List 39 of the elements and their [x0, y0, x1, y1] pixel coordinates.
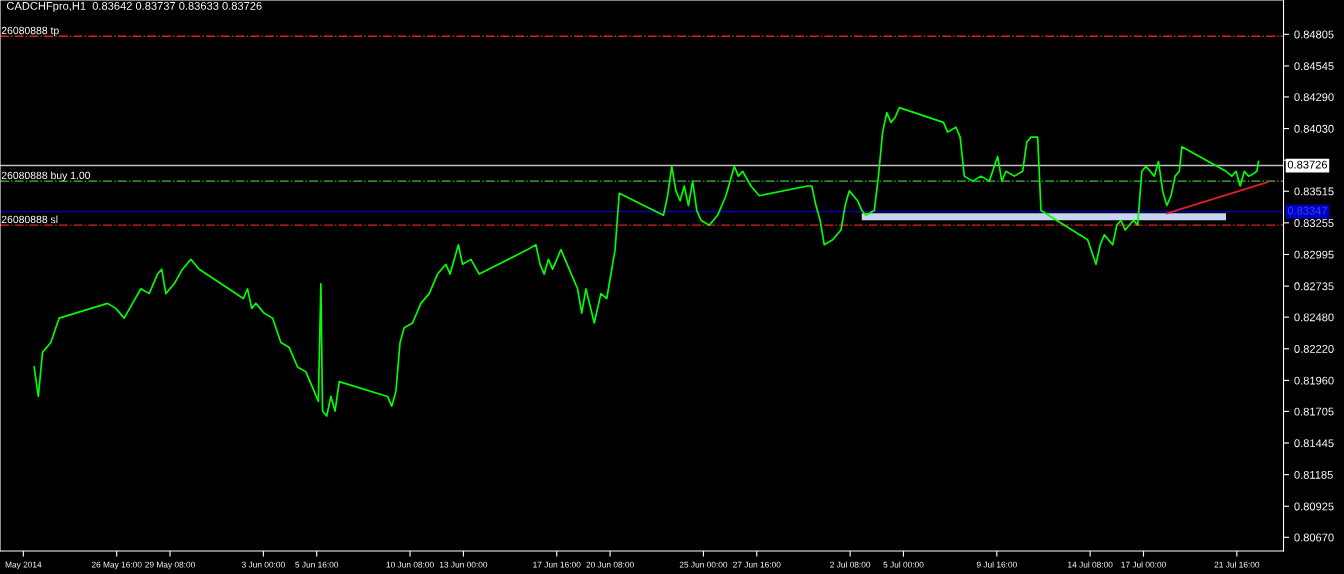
y-tick-label: 0.80670: [1294, 533, 1334, 542]
x-tick-label: 25 Jun 00:00: [679, 561, 728, 568]
x-tick-label: 13 Jun 00:00: [439, 561, 488, 568]
ref-line-label: 26080888 buy 1.00: [1, 171, 91, 182]
x-tick-label: 2 Jul 08:00: [830, 561, 871, 568]
y-tick-label: 0.82480: [1294, 313, 1334, 322]
x-tick-label: 17 Jul 00:00: [1121, 561, 1166, 568]
x-tick-label: May 2014: [5, 561, 42, 570]
ref-line-label: 0.83347: [1287, 206, 1327, 215]
x-tick-label: 14 Jul 08:00: [1068, 561, 1113, 568]
x-tick-label: 5 Jul 00:00: [883, 561, 924, 568]
chart-title: CADCHFpro,H1 0.83642 0.83737 0.83633 0.83726: [6, 1, 262, 13]
x-tick-label: 20 Jun 08:00: [586, 561, 634, 568]
y-tick-label: 0.82995: [1294, 250, 1334, 259]
y-tick-label: 0.84030: [1294, 124, 1334, 133]
x-tick-label: 29 May 08:00: [145, 561, 195, 570]
y-tick-label: 0.81185: [1294, 470, 1333, 479]
y-tick-label: 0.83255: [1294, 219, 1334, 227]
y-tick-label: 0.83515: [1294, 187, 1334, 196]
y-tick-label: 0.81705: [1294, 407, 1334, 416]
ref-line-label: 26080888 sl: [1, 215, 58, 224]
y-tick-label: 0.84805: [1294, 30, 1334, 39]
y-tick-label: 0.81960: [1294, 376, 1334, 385]
y-tick-label: 0.82735: [1294, 282, 1334, 291]
x-tick-label: 27 Jun 16:00: [733, 561, 781, 568]
x-tick-label: 10 Jun 08:00: [386, 561, 434, 568]
y-tick-label: 0.81445: [1294, 439, 1334, 448]
y-tick-label: 0.82220: [1294, 345, 1334, 353]
y-tick-label: 0.80925: [1294, 502, 1334, 511]
x-tick-label: 26 May 16:00: [91, 561, 142, 570]
y-tick-label: 0.84290: [1294, 93, 1334, 102]
x-tick-label: 17 Jun 16:00: [533, 561, 581, 568]
x-tick-label: 9 Jul 16:00: [976, 561, 1017, 568]
y-tick-label: 0.84545: [1294, 62, 1334, 71]
ref-line-label: 0.83726: [1287, 160, 1328, 169]
x-tick-label: 3 Jun 00:00: [241, 561, 285, 568]
x-tick-label: 21 Jul 16:00: [1214, 561, 1260, 568]
ref-line-label: 26080888 tp: [1, 26, 59, 37]
x-tick-label: 5 Jun 16:00: [295, 561, 339, 568]
